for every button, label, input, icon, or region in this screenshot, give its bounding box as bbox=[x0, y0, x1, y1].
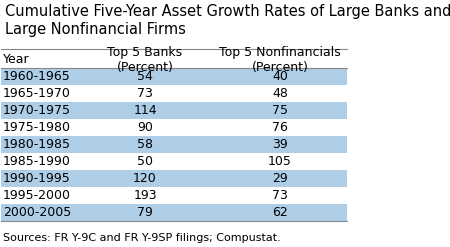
Text: 2000-2005: 2000-2005 bbox=[3, 206, 72, 219]
Text: Top 5 Nonfinancials
(Percent): Top 5 Nonfinancials (Percent) bbox=[219, 46, 341, 74]
Text: 1985-1990: 1985-1990 bbox=[3, 155, 71, 168]
Text: 1965-1970: 1965-1970 bbox=[3, 87, 71, 100]
Text: 62: 62 bbox=[272, 206, 288, 219]
Text: 48: 48 bbox=[272, 87, 288, 100]
Text: 1960-1965: 1960-1965 bbox=[3, 70, 71, 83]
Text: 193: 193 bbox=[133, 189, 157, 202]
Text: Top 5 Banks
(Percent): Top 5 Banks (Percent) bbox=[108, 46, 183, 74]
Text: 1990-1995: 1990-1995 bbox=[3, 172, 71, 185]
Text: 75: 75 bbox=[272, 104, 288, 117]
Text: 54: 54 bbox=[137, 70, 153, 83]
Bar bbox=[1, 68, 347, 85]
Bar bbox=[1, 170, 347, 187]
Text: Cumulative Five-Year Asset Growth Rates of Large Banks and
Large Nonfinancial Fi: Cumulative Five-Year Asset Growth Rates … bbox=[5, 4, 450, 38]
Text: 79: 79 bbox=[137, 206, 153, 219]
Text: 1975-1980: 1975-1980 bbox=[3, 121, 71, 134]
Text: 90: 90 bbox=[137, 121, 153, 134]
Text: 50: 50 bbox=[137, 155, 153, 168]
Text: 73: 73 bbox=[137, 87, 153, 100]
Text: 114: 114 bbox=[133, 104, 157, 117]
Text: 1995-2000: 1995-2000 bbox=[3, 189, 71, 202]
Text: 1970-1975: 1970-1975 bbox=[3, 104, 71, 117]
Text: 1980-1985: 1980-1985 bbox=[3, 138, 71, 151]
Text: 120: 120 bbox=[133, 172, 157, 185]
Text: 105: 105 bbox=[268, 155, 292, 168]
Text: 58: 58 bbox=[137, 138, 153, 151]
Bar bbox=[1, 204, 347, 221]
Text: 73: 73 bbox=[272, 189, 288, 202]
Text: 40: 40 bbox=[272, 70, 288, 83]
Text: 29: 29 bbox=[272, 172, 288, 185]
Bar bbox=[1, 102, 347, 119]
Text: Year: Year bbox=[3, 53, 30, 66]
Text: 76: 76 bbox=[272, 121, 288, 134]
Bar bbox=[1, 136, 347, 153]
Text: Sources: FR Y-9C and FR Y-9SP filings; Compustat.: Sources: FR Y-9C and FR Y-9SP filings; C… bbox=[3, 233, 281, 243]
Text: 39: 39 bbox=[272, 138, 288, 151]
